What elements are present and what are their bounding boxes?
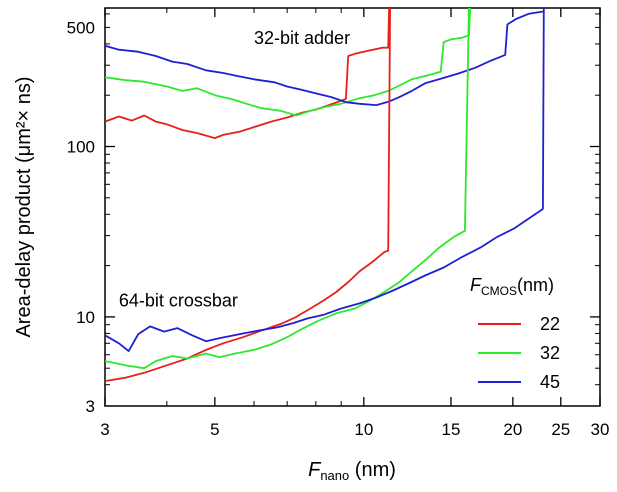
y-tick-label: 3 (86, 397, 95, 416)
y-tick-label: 100 (67, 138, 95, 157)
legend-title: FCMOS(nm) (470, 275, 554, 298)
legend-label-32: 32 (540, 343, 560, 363)
y-axis-title: Area-delay product (μm²× ns) (13, 76, 35, 337)
series-line-adder-22 (105, 8, 390, 139)
x-tick-label: 3 (100, 420, 109, 439)
legend-label-45: 45 (540, 372, 560, 392)
x-tick-label: 25 (551, 420, 570, 439)
x-tick-label: 10 (354, 420, 373, 439)
x-axis-title: Fnano (nm) (308, 459, 396, 483)
legend: FCMOS(nm) 22 32 45 (470, 275, 560, 392)
x-axis-title-unit: (nm) (349, 459, 396, 481)
x-tick-label: 30 (591, 420, 610, 439)
x-axis-title-main: F (308, 459, 322, 481)
annotations: 32-bit adder 64-bit crossbar (119, 28, 350, 311)
annotation-0: 32-bit adder (254, 28, 350, 48)
series-line-crossbar-45 (105, 8, 545, 352)
series-line-adder-45 (105, 10, 544, 106)
x-tick-label: 15 (442, 420, 461, 439)
y-tick-label: 500 (67, 18, 95, 37)
legend-title-unit: (nm) (517, 275, 554, 295)
series-line-crossbar-22 (105, 8, 391, 382)
x-tick-label: 20 (503, 420, 522, 439)
series-line-adder-32 (105, 8, 472, 117)
x-tick-label: 5 (210, 420, 219, 439)
legend-label-22: 22 (540, 314, 560, 334)
y-tick-label: 10 (76, 308, 95, 327)
x-axis-title-sub: nano (320, 468, 349, 483)
series-layer (105, 8, 545, 382)
series-line-crossbar-32 (105, 8, 470, 370)
annotation-1: 64-bit crossbar (119, 291, 238, 311)
axis-ticks (104, 8, 601, 406)
tick-labels: 3 5 10 15 20 25 30 3 10 100 500 (67, 18, 610, 439)
plot-frame (104, 7, 601, 407)
legend-title-sub: CMOS (481, 284, 517, 298)
legend-title-main: F (470, 275, 482, 295)
